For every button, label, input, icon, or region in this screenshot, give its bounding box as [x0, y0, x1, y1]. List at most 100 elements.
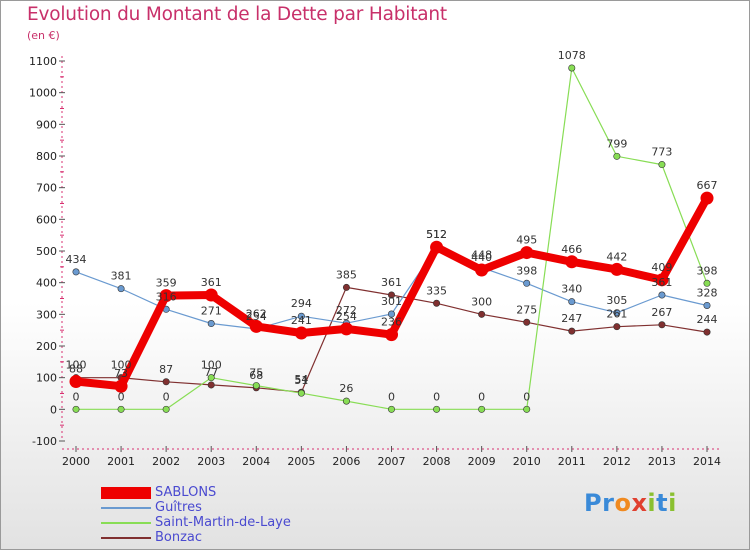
series-point: [610, 262, 624, 276]
logo-letter: x: [631, 489, 648, 517]
y-tick-label: 1000: [29, 87, 57, 100]
series-point: [658, 291, 666, 299]
series-point: [204, 288, 218, 302]
series-point: [568, 64, 576, 72]
data-label: 361: [381, 276, 402, 289]
legend-item: SABLONS: [101, 485, 421, 501]
x-tick-label: 2012: [603, 455, 631, 468]
series-point: [655, 273, 669, 287]
x-tick-label: 2003: [197, 455, 225, 468]
data-label: 466: [561, 243, 582, 256]
series-point: [433, 299, 441, 307]
logo-letter: P: [584, 489, 603, 517]
data-label: 26: [339, 382, 353, 395]
data-label: 254: [336, 310, 357, 323]
series-point: [703, 279, 711, 287]
series-point: [387, 291, 395, 299]
series-point: [117, 405, 125, 413]
x-tick-label: 2000: [62, 455, 90, 468]
y-tick-label: 400: [36, 277, 57, 290]
series-point: [159, 289, 173, 303]
series-point: [568, 327, 576, 335]
series-line-2: [75, 67, 708, 410]
x-tick-label: 2011: [558, 455, 586, 468]
series-point: [69, 374, 83, 388]
data-label: 100: [66, 359, 87, 372]
y-tick-label: 600: [36, 213, 57, 226]
data-label: 799: [606, 137, 627, 150]
series-point: [430, 240, 444, 254]
series-point: [613, 309, 621, 317]
data-label: 0: [523, 390, 530, 403]
data-label: 244: [697, 313, 718, 326]
x-tick-label: 2007: [378, 455, 406, 468]
series-point: [613, 323, 621, 331]
x-tick-label: 2004: [242, 455, 270, 468]
data-label: 398: [697, 264, 718, 277]
y-tick-label: -100: [32, 435, 57, 448]
series-point: [342, 397, 350, 405]
x-tick-label: 2013: [648, 455, 676, 468]
axes: -100010020030040050060070080090010001100…: [29, 55, 721, 468]
data-label: 0: [163, 390, 170, 403]
data-label: 0: [388, 390, 395, 403]
series-point: [72, 268, 80, 276]
series-point: [523, 405, 531, 413]
data-label: 448: [471, 248, 492, 261]
data-label: 87: [159, 363, 173, 376]
series-point: [478, 405, 486, 413]
data-label: 262: [246, 307, 267, 320]
y-tick-label: 0: [50, 403, 57, 416]
data-label: 398: [516, 264, 537, 277]
x-tick-label: 2006: [332, 455, 360, 468]
data-label: 305: [606, 294, 627, 307]
proxiti-logo: Proxiti: [584, 489, 677, 517]
logo-letter: i: [647, 489, 657, 517]
x-tick-label: 2009: [468, 455, 496, 468]
logo-letter: o: [614, 489, 632, 517]
legend-item: Saint-Martin-de-Laye: [101, 515, 421, 531]
y-tick-label: 700: [36, 182, 57, 195]
legend-swatch: [101, 522, 151, 524]
data-label: 54: [294, 373, 308, 386]
legend-label: Bonzac: [155, 530, 203, 545]
data-label: 247: [561, 312, 582, 325]
x-tick-label: 2014: [693, 455, 721, 468]
data-label: 271: [201, 305, 222, 318]
series-point: [294, 326, 308, 340]
series-point: [703, 328, 711, 336]
chart-title: Evolution du Montant de la Dette par Hab…: [27, 4, 447, 25]
data-label: 0: [478, 390, 485, 403]
series-point: [72, 405, 80, 413]
series-point: [568, 298, 576, 306]
data-label: 51: [294, 374, 308, 387]
x-tick-label: 2002: [152, 455, 180, 468]
data-label: 301: [381, 295, 402, 308]
data-label: 381: [111, 270, 132, 283]
series-point: [387, 405, 395, 413]
legend-item: Bonzac: [101, 530, 421, 546]
series-point: [523, 318, 531, 326]
series-point: [658, 321, 666, 329]
data-label: 335: [426, 284, 447, 297]
data-label: 361: [651, 276, 672, 289]
series-point: [475, 263, 489, 277]
y-tick-label: 800: [36, 150, 57, 163]
data-label: 272: [336, 304, 357, 317]
series-point: [114, 379, 128, 393]
data-label: 385: [336, 268, 357, 281]
data-label: 442: [606, 250, 627, 263]
data-label: 68: [249, 369, 263, 382]
data-label: 495: [516, 234, 537, 247]
series-point: [613, 152, 621, 160]
logo-letter: i: [668, 489, 677, 517]
series-point: [700, 191, 714, 205]
data-label: 241: [291, 314, 312, 327]
data-label: 300: [471, 295, 492, 308]
data-label: 261: [606, 308, 627, 321]
series-point: [297, 389, 305, 397]
series-point: [207, 320, 215, 328]
series-point: [565, 255, 579, 269]
series-point: [342, 283, 350, 291]
